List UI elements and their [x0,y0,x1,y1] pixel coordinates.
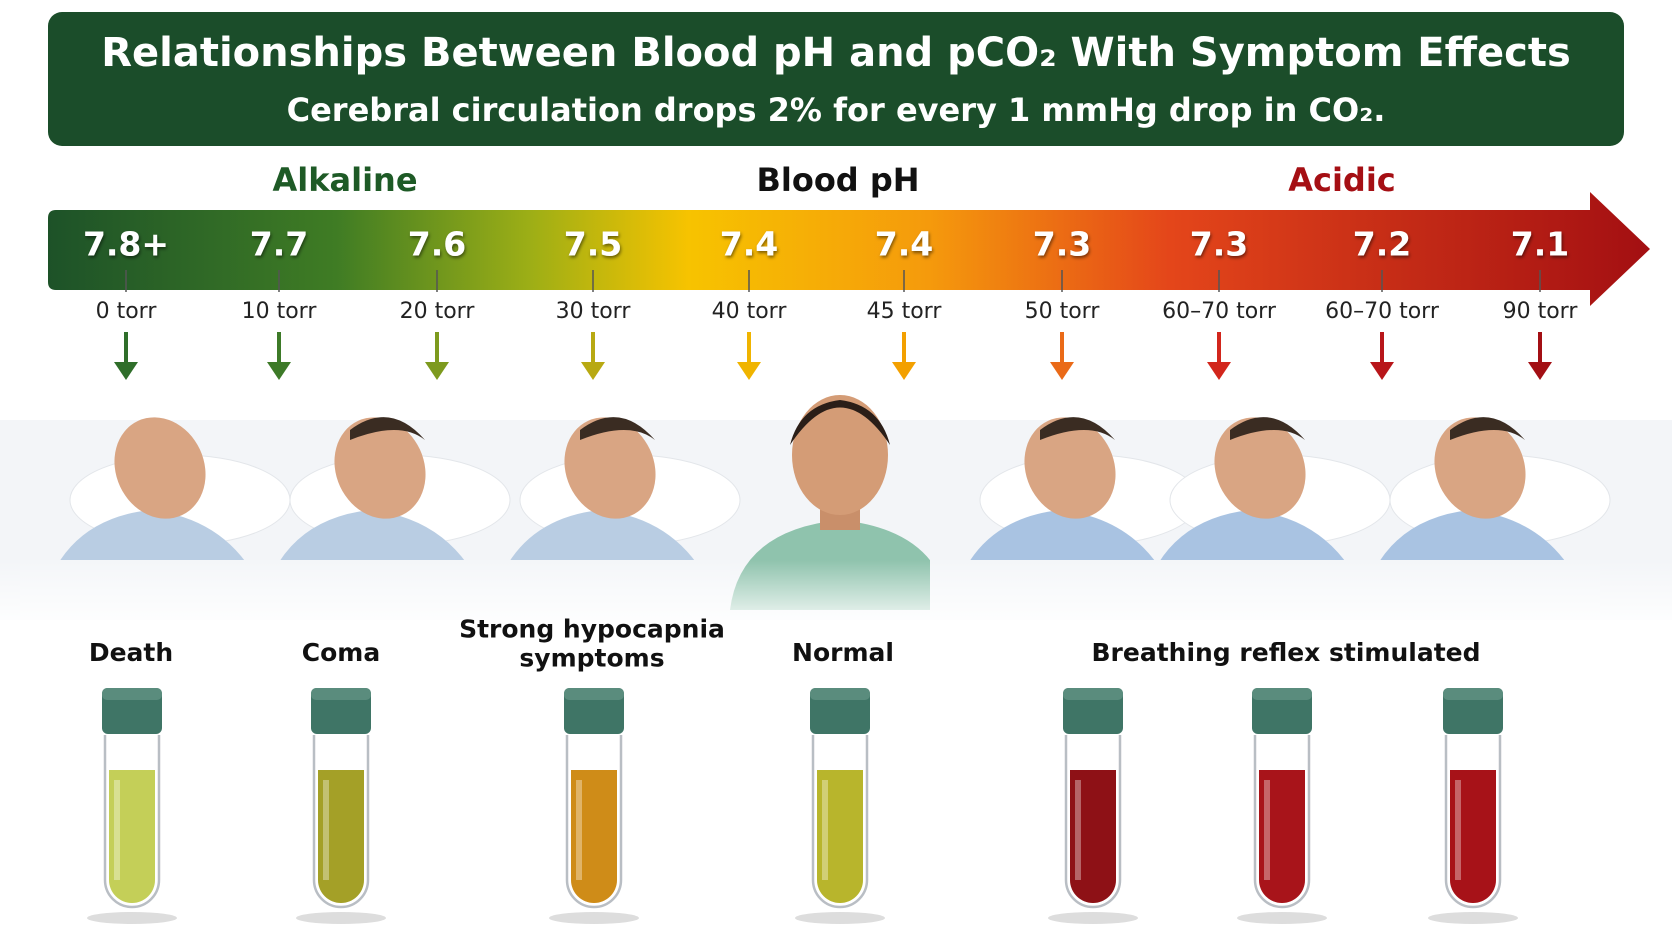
ph-arrow [48,192,1650,306]
tube-liquid [571,770,617,903]
pco2-label: 90 torr [1503,299,1579,324]
tube-cap-top [102,688,162,700]
ph-label: 7.8+ [83,225,169,264]
hair [1450,417,1525,440]
tube-shadow [1048,912,1138,924]
tube-cap-top [810,688,870,700]
pco2-label: 45 torr [867,299,943,324]
hair [1230,417,1305,440]
symptom-label: Breathing reflex stimulated [1091,638,1480,667]
ph-label: 7.7 [250,225,308,264]
down-arrow-head [737,362,761,380]
alkaline-label: Alkaline [272,161,417,199]
title-banner [48,12,1624,146]
tube-cap-top [1063,688,1123,700]
head [792,395,888,515]
down-arrow-head [1050,362,1074,380]
tube-highlight [323,780,329,880]
axis-label: Blood pH [756,161,919,199]
ph-label: 7.5 [564,225,622,264]
tube-liquid [1450,770,1496,903]
symptom-label: symptoms [519,644,664,673]
hair [790,400,890,445]
scale-items: 7.8+ 0 torr 7.7 10 torr 7.6 20 torr 7.5 30 torr… [83,225,1579,924]
hair [1040,417,1115,440]
ph-label: 7.4 [720,225,778,264]
down-arrow-head [1370,362,1394,380]
tube-shadow [87,912,177,924]
head [334,417,426,519]
tube-liquid [109,770,155,903]
subtitle: Cerebral circulation drops 2% for every … [287,91,1386,129]
down-arrow-head [425,362,449,380]
tube-highlight [114,780,120,880]
down-arrow-head [581,362,605,380]
ph-label: 7.3 [1033,225,1091,264]
tube-glass [103,735,161,909]
symptom-label: Strong hypocapnia [459,615,725,644]
pco2-label: 20 torr [400,299,476,324]
pco2-label: 40 torr [712,299,788,324]
tube-liquid [817,770,863,903]
tube-shadow [549,912,639,924]
tube-highlight [576,780,582,880]
hair [580,417,655,440]
tube-cap-top [311,688,371,700]
tube-liquid [1259,770,1305,903]
tube-shadow [296,912,386,924]
tube-highlight [1455,780,1461,880]
head [1434,417,1526,519]
tube-cap-top [1443,688,1503,700]
tube-glass [1253,735,1311,909]
symptom-label: Coma [302,638,380,667]
ph-label: 7.3 [1190,225,1248,264]
symptom-label: Death [89,638,173,667]
pco2-label: 60–70 torr [1162,299,1277,324]
tube-highlight [822,780,828,880]
tube-shadow [1428,912,1518,924]
pco2-label: 50 torr [1025,299,1101,324]
pco2-label: 30 torr [556,299,632,324]
tube-shadow [1237,912,1327,924]
symptom-label: Normal [792,638,894,667]
tube-glass [811,735,869,909]
down-arrow-head [1207,362,1231,380]
tube-glass [1444,735,1502,909]
tube-glass [1064,735,1122,909]
tube-cap-top [564,688,624,700]
pco2-label: 0 torr [96,299,158,324]
down-arrow-head [1528,362,1552,380]
tube-liquid [1070,770,1116,903]
acidic-label: Acidic [1288,161,1396,199]
tube-liquid [318,770,364,903]
tube-glass [312,735,370,909]
head [564,417,656,519]
ph-label: 7.6 [408,225,466,264]
ph-label: 7.4 [875,225,933,264]
head [1024,417,1116,519]
ph-label: 7.1 [1511,225,1569,264]
down-arrow-head [114,362,138,380]
tube-highlight [1264,780,1270,880]
hair [350,417,425,440]
tube-cap-top [1252,688,1312,700]
pco2-label: 60–70 torr [1325,299,1440,324]
tube-shadow [795,912,885,924]
photo-fade [0,560,1672,630]
title: Relationships Between Blood pH and pCO₂ … [101,30,1571,76]
head [114,417,206,519]
tube-highlight [1075,780,1081,880]
ph-label: 7.2 [1353,225,1411,264]
down-arrow-head [267,362,291,380]
pco2-label: 10 torr [242,299,318,324]
tube-glass [565,735,623,909]
down-arrow-head [892,362,916,380]
head [1214,417,1306,519]
